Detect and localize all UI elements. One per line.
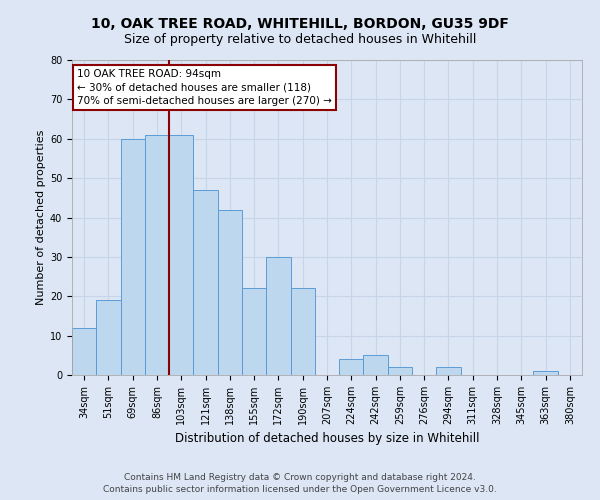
Text: Size of property relative to detached houses in Whitehill: Size of property relative to detached ho… [124, 32, 476, 46]
Bar [96, 300, 121, 375]
Bar [266, 257, 290, 375]
Bar [436, 367, 461, 375]
Bar [290, 288, 315, 375]
Y-axis label: Number of detached properties: Number of detached properties [36, 130, 46, 305]
Text: 10 OAK TREE ROAD: 94sqm
← 30% of detached houses are smaller (118)
70% of semi-d: 10 OAK TREE ROAD: 94sqm ← 30% of detache… [77, 70, 332, 106]
Bar [533, 371, 558, 375]
Bar [145, 135, 169, 375]
Bar [388, 367, 412, 375]
Bar [364, 356, 388, 375]
Bar [242, 288, 266, 375]
Bar [218, 210, 242, 375]
Bar [121, 138, 145, 375]
Bar [72, 328, 96, 375]
Bar [169, 135, 193, 375]
X-axis label: Distribution of detached houses by size in Whitehill: Distribution of detached houses by size … [175, 432, 479, 446]
Bar [193, 190, 218, 375]
Text: Contains HM Land Registry data © Crown copyright and database right 2024.
Contai: Contains HM Land Registry data © Crown c… [103, 472, 497, 494]
Text: 10, OAK TREE ROAD, WHITEHILL, BORDON, GU35 9DF: 10, OAK TREE ROAD, WHITEHILL, BORDON, GU… [91, 18, 509, 32]
Bar [339, 359, 364, 375]
